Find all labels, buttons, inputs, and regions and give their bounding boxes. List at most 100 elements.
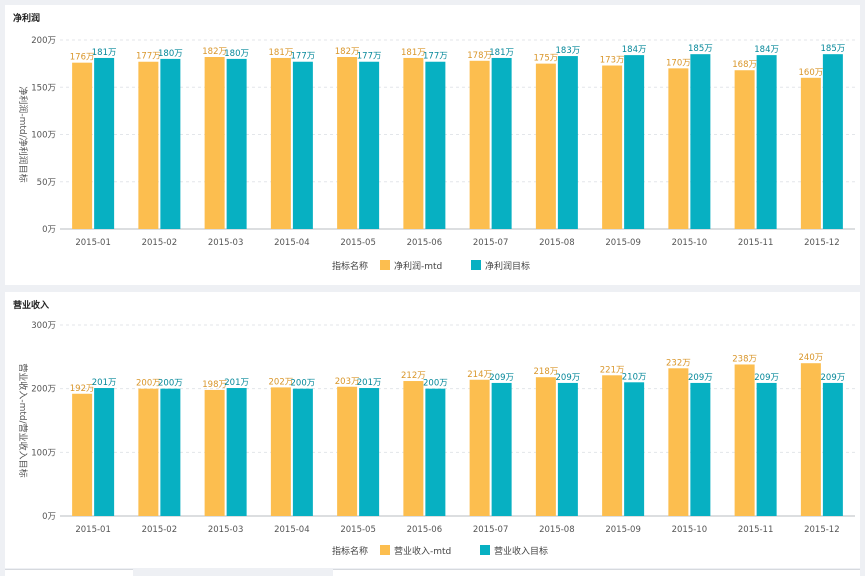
legend-swatch xyxy=(471,260,481,270)
data-label-mtd: 178万 xyxy=(467,51,492,61)
data-label-target: 201万 xyxy=(224,378,249,388)
data-label-mtd: 160万 xyxy=(799,68,824,78)
y-axis-title: 净利润-mtd/净利润目标 xyxy=(17,86,29,182)
y-tick-label: 300万 xyxy=(31,321,56,331)
data-label-target: 200万 xyxy=(423,379,448,389)
bar-target xyxy=(359,61,380,229)
bar-target xyxy=(690,54,711,229)
data-label-mtd: 221万 xyxy=(600,365,625,375)
x-tick-label: 2015-12 xyxy=(804,238,840,248)
data-label-mtd: 214万 xyxy=(467,370,492,380)
data-label-target: 180万 xyxy=(224,49,249,59)
panel-title: 营业收入 xyxy=(13,301,50,311)
data-label-target: 200万 xyxy=(291,379,316,389)
data-label-mtd: 192万 xyxy=(70,384,95,394)
data-label-mtd: 200万 xyxy=(136,379,161,389)
bar-target xyxy=(624,382,645,516)
data-label-target: 209万 xyxy=(754,373,779,383)
bar-target xyxy=(624,55,645,230)
bar-target xyxy=(822,54,843,229)
x-tick-label: 2015-08 xyxy=(539,525,575,535)
bar-mtd xyxy=(403,381,424,516)
bar-target xyxy=(557,56,578,229)
legend-swatch xyxy=(380,545,390,555)
legend-swatch xyxy=(380,260,390,270)
bar-mtd xyxy=(535,63,556,229)
x-tick-label: 2015-09 xyxy=(605,238,641,248)
x-tick-label: 2015-03 xyxy=(208,525,244,535)
legend-swatch xyxy=(480,545,490,555)
bar-mtd xyxy=(72,393,93,516)
bar-mtd xyxy=(535,377,556,516)
data-label-target: 201万 xyxy=(92,378,117,388)
x-tick-label: 2015-02 xyxy=(142,238,178,248)
x-tick-label: 2015-02 xyxy=(142,525,178,535)
bar-mtd xyxy=(800,77,821,229)
x-tick-label: 2015-07 xyxy=(473,238,509,248)
bar-target xyxy=(292,388,313,516)
revenue-panel: 营业收入 0万 100万 200万 300万 营业收入-mtd/营业收入目标 192万 20… xyxy=(5,292,860,568)
data-label-mtd: 177万 xyxy=(136,52,161,62)
data-label-target: 181万 xyxy=(92,48,117,58)
data-label-mtd: 175万 xyxy=(534,54,559,64)
bar-mtd xyxy=(668,68,689,229)
x-tick-label: 2015-06 xyxy=(407,525,443,535)
y-axis-title: 营业收入-mtd/营业收入目标 xyxy=(17,363,29,477)
x-tick-label: 2015-11 xyxy=(738,238,774,248)
bar-mtd xyxy=(668,368,689,516)
legend-label: 营业收入-mtd xyxy=(394,545,451,557)
legend-label: 营业收入目标 xyxy=(494,545,548,557)
data-label-target: 209万 xyxy=(556,373,581,383)
bar-mtd xyxy=(469,60,490,229)
y-tick-label: 100万 xyxy=(31,131,56,141)
x-tick-label: 2015-01 xyxy=(75,238,111,248)
data-label-mtd: 182万 xyxy=(202,47,227,57)
data-label-mtd: 218万 xyxy=(534,367,559,377)
bottom-card-right xyxy=(333,569,860,576)
x-tick-label: 2015-10 xyxy=(672,525,708,535)
bar-target xyxy=(756,382,777,516)
bar-target xyxy=(226,388,247,516)
y-tick-label: 0万 xyxy=(42,512,56,522)
x-tick-label: 2015-12 xyxy=(804,525,840,535)
bar-mtd xyxy=(204,57,225,230)
data-label-mtd: 240万 xyxy=(799,353,824,363)
data-label-target: 181万 xyxy=(489,48,514,58)
bar-mtd xyxy=(734,70,755,230)
data-label-target: 200万 xyxy=(158,379,183,389)
x-tick-label: 2015-11 xyxy=(738,525,774,535)
panel-title: 净利润 xyxy=(13,14,41,24)
x-tick-label: 2015-07 xyxy=(473,525,509,535)
y-tick-label: 150万 xyxy=(31,83,56,93)
bottom-card-left xyxy=(5,569,133,576)
bar-mtd xyxy=(270,57,291,229)
data-label-target: 177万 xyxy=(291,52,316,62)
bar-target xyxy=(226,58,247,230)
data-label-target: 180万 xyxy=(158,49,183,59)
data-label-target: 185万 xyxy=(688,44,713,54)
x-tick-label: 2015-09 xyxy=(605,525,641,535)
x-tick-label: 2015-10 xyxy=(672,238,708,248)
bar-target xyxy=(94,57,115,229)
data-label-mtd: 232万 xyxy=(666,358,691,368)
data-label-mtd: 238万 xyxy=(732,354,757,364)
bar-target xyxy=(160,388,181,516)
y-tick-label: 200万 xyxy=(31,385,56,395)
data-label-mtd: 212万 xyxy=(401,371,426,381)
y-tick-label: 100万 xyxy=(31,448,56,458)
bar-mtd xyxy=(403,57,424,229)
data-label-target: 184万 xyxy=(622,45,647,55)
bar-mtd xyxy=(734,364,755,516)
legend-title: 指标名称 xyxy=(332,545,368,557)
bar-mtd xyxy=(602,375,623,516)
bar-mtd xyxy=(138,61,159,229)
x-tick-label: 2015-03 xyxy=(208,238,244,248)
data-label-mtd: 181万 xyxy=(401,48,426,58)
data-label-mtd: 182万 xyxy=(335,47,360,57)
data-label-mtd: 181万 xyxy=(269,48,294,58)
x-tick-label: 2015-04 xyxy=(274,525,310,535)
data-label-mtd: 173万 xyxy=(600,56,625,66)
data-label-target: 209万 xyxy=(821,373,846,383)
data-label-target: 184万 xyxy=(754,45,779,55)
